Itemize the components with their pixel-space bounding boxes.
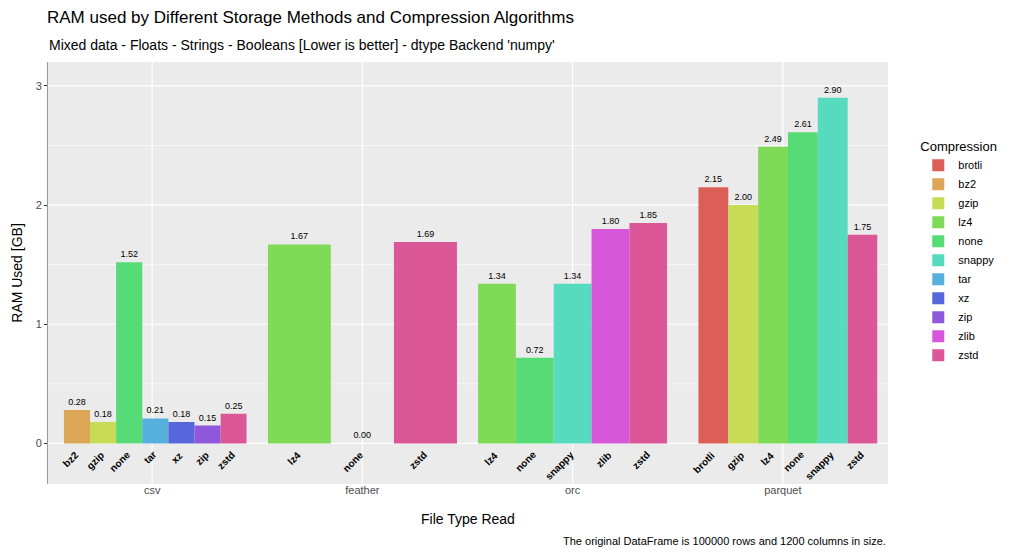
svg-text:bz2: bz2: [61, 449, 81, 469]
svg-text:0.00: 0.00: [354, 430, 372, 440]
svg-text:1: 1: [36, 318, 42, 330]
svg-text:2.90: 2.90: [824, 85, 842, 95]
svg-text:xz: xz: [169, 450, 184, 465]
svg-text:0.18: 0.18: [173, 409, 191, 419]
svg-text:2: 2: [36, 199, 42, 211]
svg-text:0: 0: [36, 437, 42, 449]
svg-text:1.67: 1.67: [291, 231, 309, 241]
svg-text:zip: zip: [958, 311, 972, 323]
svg-text:parquet: parquet: [764, 484, 801, 496]
svg-text:snappy: snappy: [803, 449, 836, 482]
svg-text:zstd: zstd: [630, 449, 652, 471]
svg-text:none: none: [958, 235, 982, 247]
svg-text:zlib: zlib: [958, 330, 975, 342]
svg-text:gzip: gzip: [958, 197, 978, 209]
svg-text:0.18: 0.18: [94, 409, 112, 419]
svg-text:1.80: 1.80: [602, 216, 620, 226]
svg-text:1.52: 1.52: [120, 249, 138, 259]
svg-text:bz2: bz2: [958, 178, 976, 190]
svg-text:Compression: Compression: [920, 139, 997, 154]
svg-text:1.34: 1.34: [564, 271, 582, 281]
svg-text:none: none: [781, 449, 806, 474]
svg-text:none: none: [108, 449, 133, 474]
svg-text:brotli: brotli: [958, 159, 982, 171]
svg-text:The original DataFrame is 1000: The original DataFrame is 100000 rows an…: [563, 535, 886, 547]
svg-text:brotli: brotli: [691, 450, 717, 476]
svg-text:lz4: lz4: [285, 449, 303, 467]
svg-text:3: 3: [36, 80, 42, 92]
svg-text:RAM Used [GB]: RAM Used [GB]: [9, 223, 25, 323]
svg-text:gzip: gzip: [724, 450, 746, 472]
svg-text:gzip: gzip: [84, 450, 106, 472]
svg-text:0.28: 0.28: [68, 397, 86, 407]
svg-text:snappy: snappy: [958, 254, 994, 266]
svg-text:0.15: 0.15: [199, 413, 217, 423]
svg-text:1.34: 1.34: [488, 271, 506, 281]
svg-text:zstd: zstd: [407, 449, 429, 471]
svg-text:snappy: snappy: [543, 449, 576, 482]
svg-text:0.25: 0.25: [225, 401, 243, 411]
svg-text:zlib: zlib: [594, 450, 614, 470]
svg-text:2.61: 2.61: [794, 119, 812, 129]
svg-text:none: none: [341, 449, 366, 474]
svg-text:zstd: zstd: [844, 449, 866, 471]
svg-text:2.15: 2.15: [705, 174, 723, 184]
svg-text:0.72: 0.72: [526, 345, 544, 355]
svg-text:tar: tar: [958, 273, 971, 285]
svg-text:lz4: lz4: [958, 216, 972, 228]
svg-text:1.75: 1.75: [854, 222, 872, 232]
svg-text:lz4: lz4: [759, 450, 777, 468]
svg-text:File Type Read: File Type Read: [421, 511, 515, 527]
svg-text:1.69: 1.69: [417, 229, 435, 239]
svg-text:lz4: lz4: [482, 450, 500, 468]
svg-text:feather: feather: [345, 484, 380, 496]
svg-text:Mixed data - Floats - Strings: Mixed data - Floats - Strings - Booleans…: [49, 37, 555, 53]
svg-text:zstd: zstd: [958, 349, 978, 361]
svg-text:0.21: 0.21: [147, 405, 165, 415]
svg-text:1.85: 1.85: [640, 210, 658, 220]
svg-text:tar: tar: [142, 449, 159, 466]
svg-text:none: none: [513, 449, 538, 474]
svg-text:2.00: 2.00: [734, 192, 752, 202]
svg-text:RAM used by Different Storage: RAM used by Different Storage Methods an…: [47, 8, 574, 27]
svg-text:2.49: 2.49: [764, 134, 782, 144]
svg-text:zstd: zstd: [215, 449, 237, 471]
svg-text:xz: xz: [958, 292, 969, 304]
svg-text:csv: csv: [144, 484, 161, 496]
svg-text:orc: orc: [565, 484, 581, 496]
svg-text:zip: zip: [193, 450, 211, 468]
